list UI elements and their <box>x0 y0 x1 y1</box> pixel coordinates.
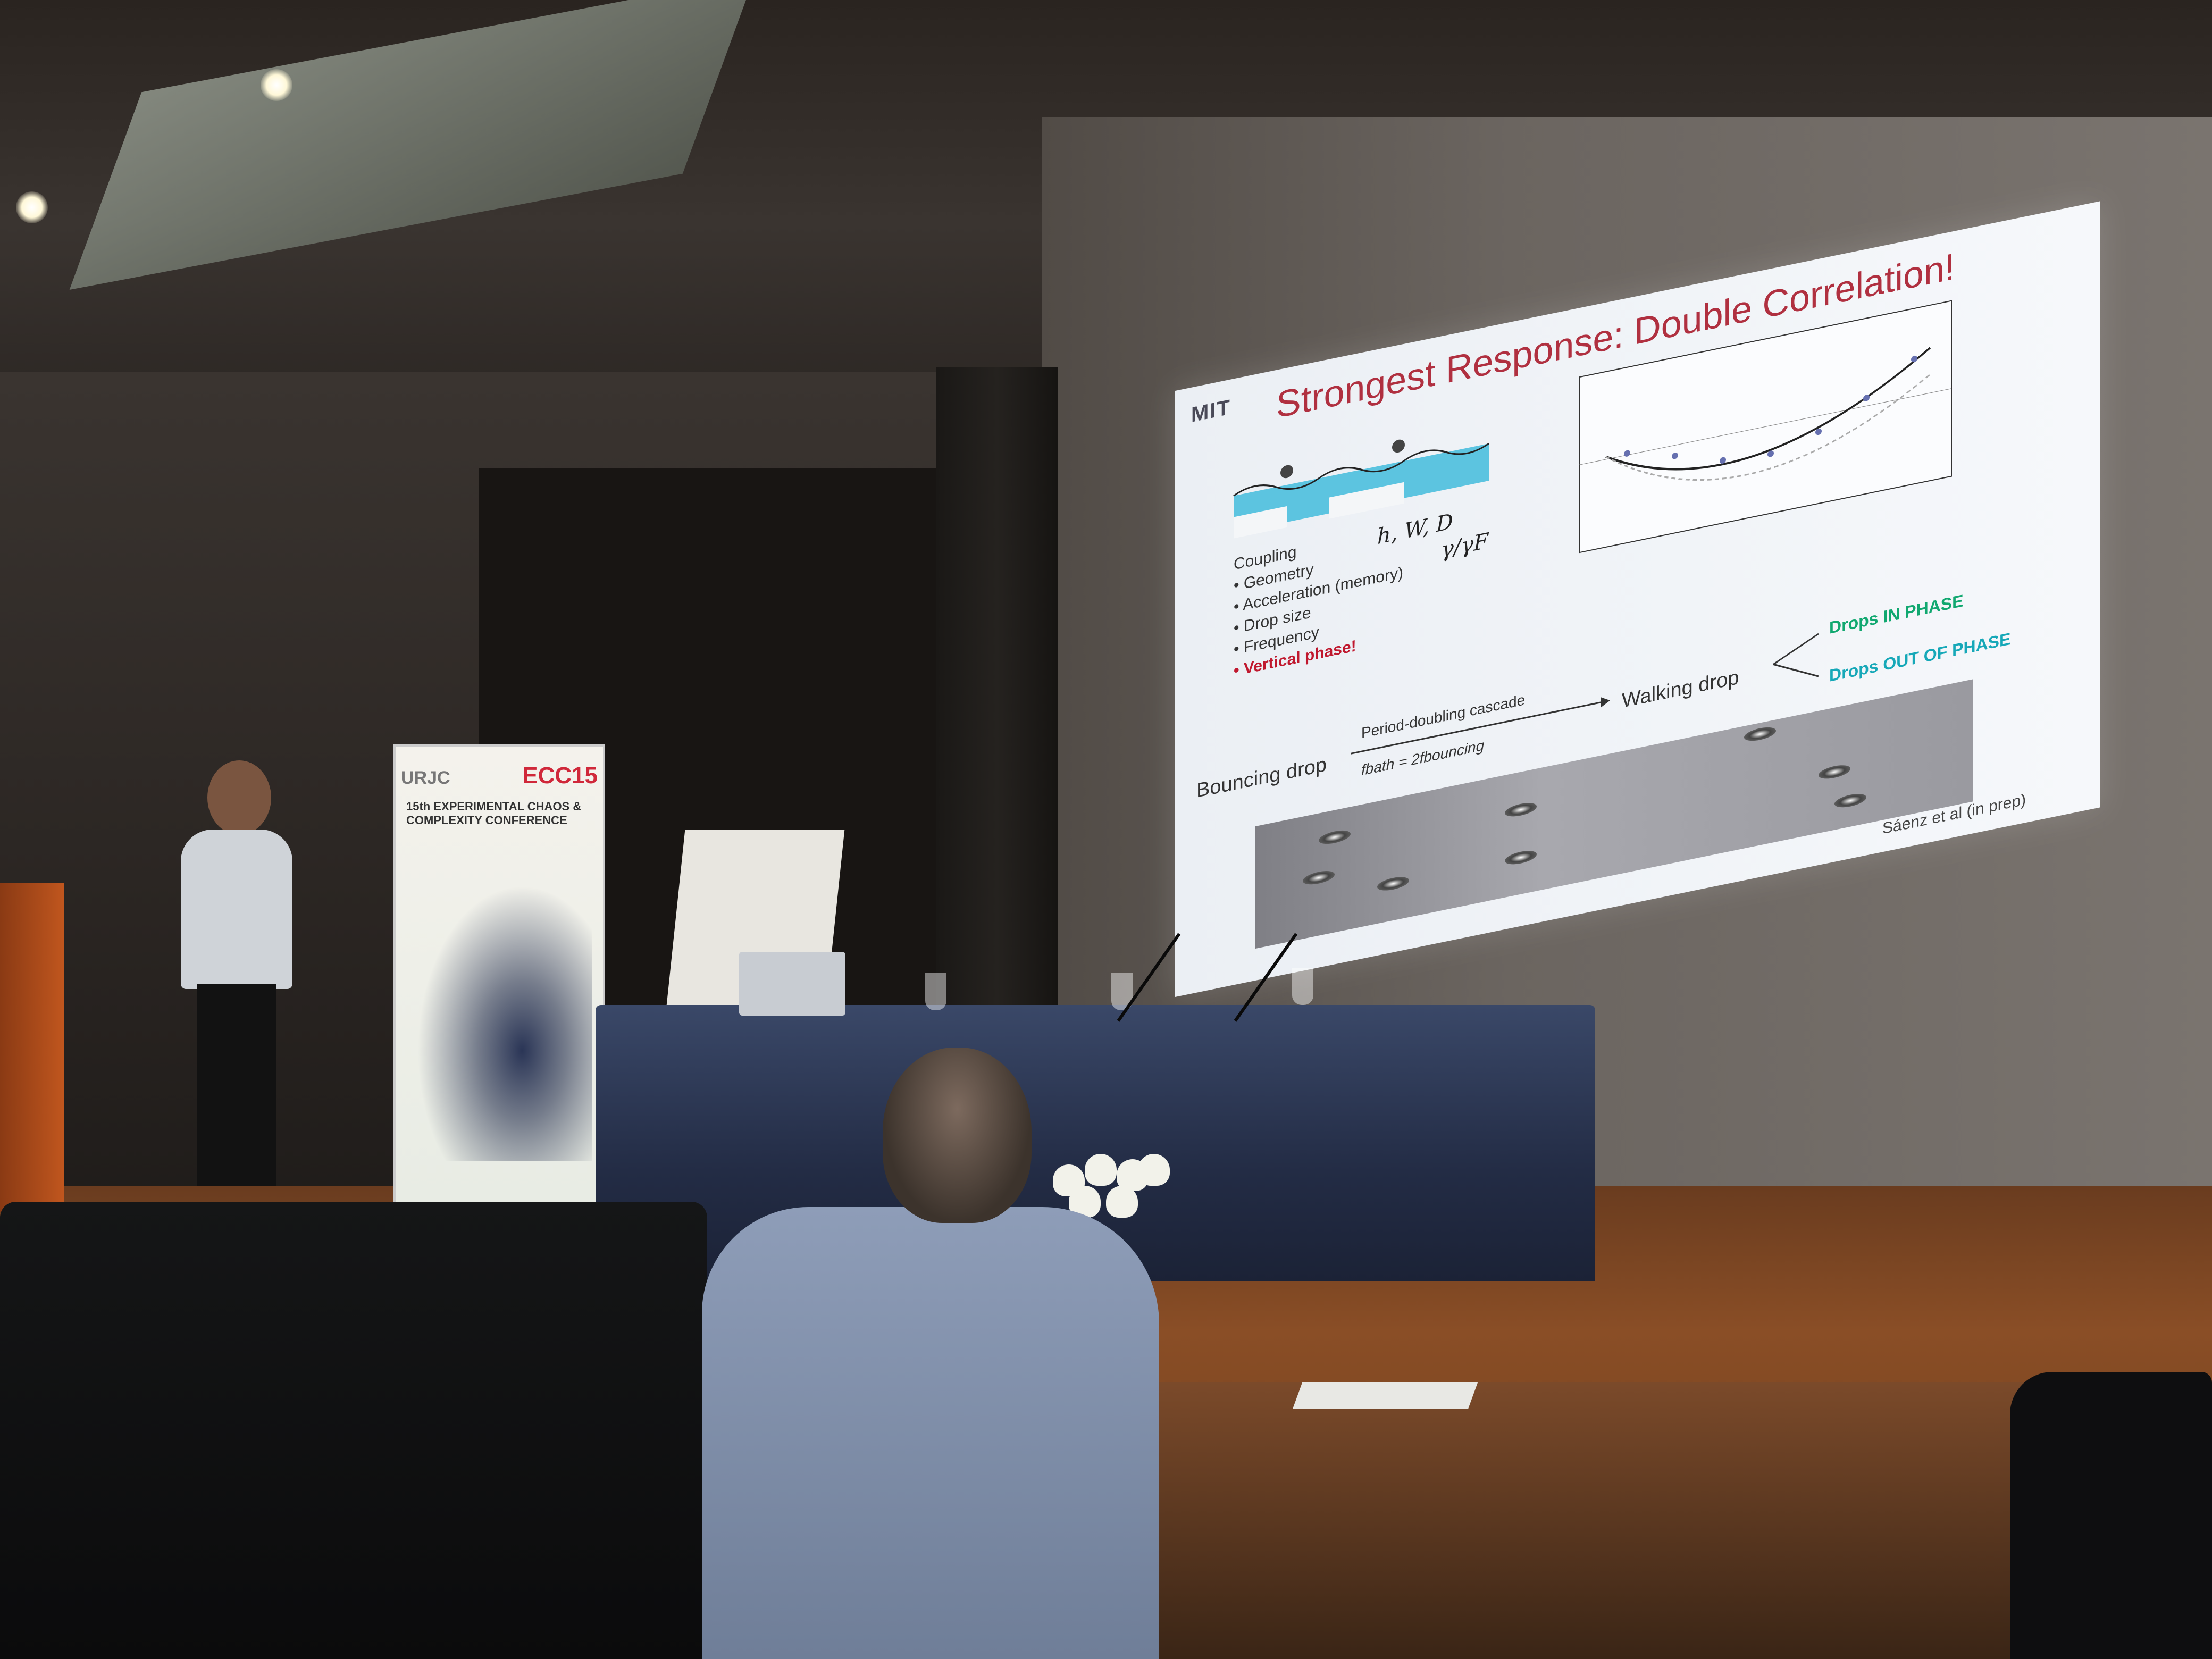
plot-zero-line <box>1579 388 1951 465</box>
plot-point <box>1911 355 1917 363</box>
drop-image <box>1377 874 1409 893</box>
cascade-arrow <box>1351 697 1610 755</box>
audience-chair <box>2010 1372 2212 1659</box>
bath-fluid <box>1234 443 1489 533</box>
audience-member-head <box>883 1048 1032 1223</box>
papers-on-stage <box>1292 1382 1478 1409</box>
banner-artwork <box>417 885 592 1161</box>
drop-image <box>1744 725 1776 743</box>
laptop <box>739 952 845 1016</box>
plot-point <box>1720 457 1726 464</box>
bath-step <box>1234 506 1287 539</box>
plot-point <box>1624 450 1630 457</box>
plot-fit-curve <box>1605 347 1931 471</box>
drop-image <box>1319 828 1351 847</box>
slide-logo: MIT <box>1191 395 1231 427</box>
ceiling-spotlight <box>261 69 292 101</box>
plot-dashed-curve <box>1605 373 1931 481</box>
drop-image <box>1819 763 1850 781</box>
drop-image <box>1505 848 1537 867</box>
drop-icon <box>1392 439 1405 453</box>
drop-icon <box>1280 465 1293 479</box>
walking-drop-label: Walking drop <box>1622 666 1739 713</box>
plot-point <box>1767 450 1774 457</box>
ceiling-spotlight <box>16 191 48 223</box>
drop-image <box>1505 800 1537 819</box>
wine-glass <box>925 973 946 1010</box>
tulip <box>1138 1154 1170 1186</box>
drop-image <box>1303 868 1335 887</box>
audience-member-shirt <box>702 1207 1159 1659</box>
out-of-phase-label: Drops OUT OF PHASE <box>1829 629 2011 685</box>
wave-surface <box>1233 442 1489 497</box>
tulip <box>1085 1154 1117 1186</box>
plot-point <box>1863 395 1870 401</box>
plot-point <box>1815 428 1822 435</box>
bath-schematic <box>1233 439 1489 539</box>
tulip <box>1106 1186 1138 1218</box>
bouncing-drop-label: Bouncing drop <box>1196 753 1327 802</box>
in-phase-label: Drops IN PHASE <box>1829 591 1964 638</box>
plot-point <box>1672 453 1678 459</box>
correlation-plot <box>1579 300 1952 554</box>
branch-arrows <box>1773 633 1819 677</box>
speaker-head <box>207 760 271 835</box>
lectern <box>0 883 64 1212</box>
banner-subtitle: 15th EXPERIMENTAL CHAOS & COMPLEXITY CON… <box>406 800 582 827</box>
slide-content: MIT Strongest Response: Double Correlati… <box>1175 201 2100 997</box>
speaker-shirt <box>181 830 292 989</box>
wine-glass <box>1292 968 1313 1005</box>
drop-image <box>1834 791 1866 810</box>
bath-step <box>1329 482 1404 519</box>
tulip-vase <box>1048 1154 1175 1292</box>
conference-banner: URJC ECC15 15th EXPERIMENTAL CHAOS & COM… <box>393 744 605 1206</box>
audience-chairs <box>0 1202 707 1659</box>
banner-left-logo: URJC <box>401 768 450 788</box>
speaker-trousers <box>197 984 276 1186</box>
banner-right-logo: ECC15 <box>522 763 598 789</box>
projected-slide: MIT Strongest Response: Double Correlati… <box>1175 201 2100 997</box>
